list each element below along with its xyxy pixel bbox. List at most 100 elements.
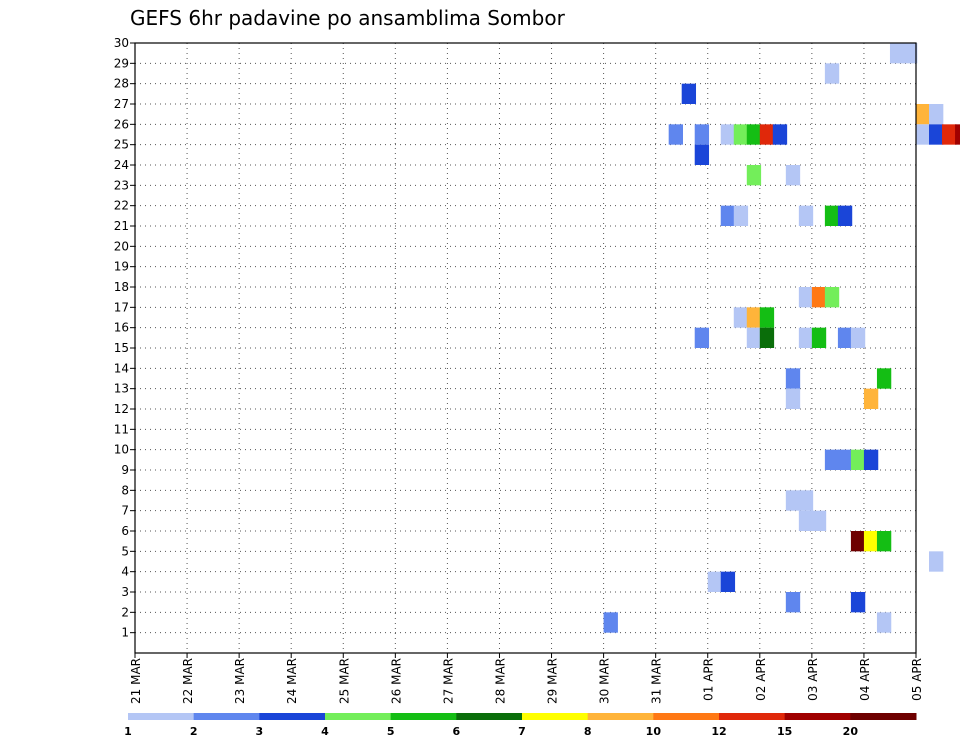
x-tick-label: 04 APR [858,658,872,701]
y-tick-label: 21 [114,219,129,233]
chart-title: GEFS 6hr padavine po ansamblima Sombor [130,6,565,30]
precip-cell [863,531,879,552]
colorbar-swatch [259,713,326,720]
y-tick-label: 23 [114,178,129,192]
precip-cell [694,327,710,348]
precip-cell [811,327,827,348]
colorbar-swatch [193,713,260,720]
colorbar-swatch [653,713,720,720]
precip-cell [837,449,853,470]
colorbar-label: 2 [190,725,198,738]
precip-cell [720,124,736,145]
y-tick-label: 2 [121,605,129,619]
precip-cell [694,144,710,165]
x-tick-label: 23 MAR [233,658,247,704]
colorbar: 1 2 3 4 5 6 7 8 10 12 15 20 [124,713,917,738]
y-tick-label: 20 [114,239,129,253]
precip-cell [798,327,814,348]
precip-cell [850,531,866,552]
y-tick-label: 24 [114,158,129,172]
precip-cell [759,327,775,348]
precip-cell [876,531,892,552]
y-tick-label: 28 [114,77,129,91]
precip-cell [824,205,840,226]
precip-cell [603,612,618,633]
y-tick-label: 14 [114,361,129,375]
x-tick-label: 05 APR [910,658,924,701]
y-tick-label: 6 [121,524,129,538]
colorbar-swatch [128,713,195,720]
precip-cell [798,510,814,531]
x-tick-label: 25 MAR [337,658,351,704]
colorbar-swatch [587,713,654,720]
precip-cell [746,124,762,145]
x-tick-label: 03 APR [806,658,820,701]
x-tick-label: 31 MAR [650,658,664,704]
precip-cell [759,124,775,145]
colorbar-label: 15 [777,725,792,738]
precip-cell [811,510,827,531]
x-tick-label: 30 MAR [598,658,612,704]
y-tick-label: 17 [114,300,129,314]
y-tick-label: 5 [121,544,129,558]
precip-cell [929,124,944,145]
precip-cell [863,449,879,470]
y-tick-label: 22 [114,199,129,213]
precip-cell [772,124,788,145]
y-tick-label: 10 [114,443,129,457]
x-tick-label: 29 MAR [546,658,560,704]
precip-cell [746,327,762,348]
precip-cell [798,490,814,511]
colorbar-label: 8 [584,725,592,738]
x-tick-label: 02 APR [754,658,768,701]
y-tick-label: 25 [114,138,129,152]
colorbar-swatch [325,713,392,720]
precip-cell [850,327,866,348]
x-tick-label: 24 MAR [285,658,299,704]
precip-cell [876,612,892,633]
y-tick-label: 11 [114,422,129,436]
precip-cell [863,388,879,409]
precip-cell [902,43,918,64]
colorbar-label: 4 [321,725,329,738]
colorbar-label: 3 [256,725,264,738]
precip-cell [850,449,866,470]
colorbar-swatch [719,713,786,720]
colorbar-label: 5 [387,725,395,738]
y-tick-label: 15 [114,341,129,355]
precip-cell [720,205,736,226]
colorbar-swatch [522,713,589,720]
precip-cell [824,63,840,84]
colorbar-label: 1 [124,725,132,738]
colorbar-label: 6 [453,725,461,738]
colorbar-label: 7 [518,725,526,738]
precip-cell [694,124,710,145]
precip-cell [746,307,762,328]
precip-cell [889,43,905,64]
precip-cell [798,205,814,226]
precip-cell [876,368,892,389]
precip-cell [824,287,840,308]
y-tick-label: 26 [114,117,129,131]
grid [135,43,916,653]
precip-cell [733,124,749,145]
x-tick-label: 26 MAR [389,658,403,704]
y-tick-label: 30 [114,36,129,50]
colorbar-swatch [784,713,851,720]
precip-cell [733,307,749,328]
precip-cell [785,592,801,613]
x-tick-label: 01 APR [702,658,716,701]
y-tick-label: 9 [121,463,129,477]
precip-cells [603,43,960,633]
y-tick-label: 8 [121,483,129,497]
precip-cell [668,124,684,145]
precip-cell [929,104,944,125]
precip-cell [929,551,944,572]
precip-cell [824,449,840,470]
precip-cell [837,205,853,226]
y-axis: 1234567891011121314151617181920212223242… [114,36,135,640]
colorbar-label: 10 [646,725,662,738]
precip-cell [759,307,775,328]
x-tick-label: 28 MAR [493,658,507,704]
y-tick-label: 19 [114,260,129,274]
